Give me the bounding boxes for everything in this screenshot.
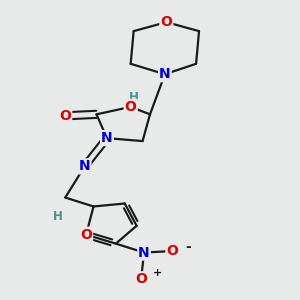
Text: O: O	[135, 272, 147, 286]
Text: O: O	[125, 100, 136, 114]
Text: N: N	[79, 159, 90, 173]
Text: O: O	[160, 15, 172, 29]
Text: H: H	[53, 210, 63, 224]
Text: +: +	[152, 268, 162, 278]
Text: N: N	[101, 131, 113, 145]
Text: H: H	[129, 92, 139, 104]
Text: O: O	[80, 228, 92, 242]
Text: N: N	[159, 67, 171, 81]
Text: O: O	[167, 244, 178, 258]
Text: N: N	[138, 245, 150, 260]
Text: -: -	[185, 240, 191, 254]
Text: O: O	[59, 109, 71, 123]
